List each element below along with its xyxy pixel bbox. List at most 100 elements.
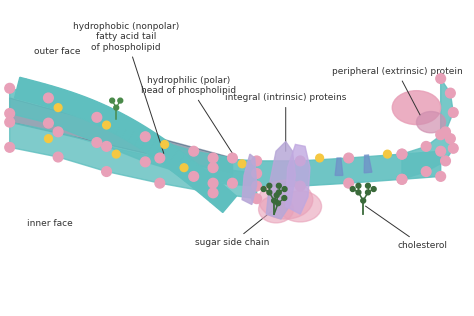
Circle shape (316, 154, 323, 162)
Circle shape (282, 187, 287, 191)
Polygon shape (9, 88, 232, 183)
Polygon shape (166, 149, 185, 171)
Circle shape (252, 156, 262, 166)
Circle shape (140, 157, 150, 167)
Circle shape (276, 190, 281, 195)
Ellipse shape (259, 196, 293, 223)
Circle shape (208, 178, 218, 188)
Circle shape (92, 112, 102, 122)
Polygon shape (154, 140, 172, 162)
Circle shape (110, 98, 115, 103)
Circle shape (421, 167, 431, 176)
Circle shape (155, 153, 164, 163)
Polygon shape (9, 98, 232, 173)
Polygon shape (9, 122, 256, 199)
Polygon shape (179, 160, 198, 181)
Polygon shape (286, 144, 310, 214)
Text: hydrophilic (polar)
head of phospholipid: hydrophilic (polar) head of phospholipid (141, 76, 237, 159)
Circle shape (350, 187, 355, 191)
Ellipse shape (259, 180, 313, 219)
Polygon shape (364, 155, 372, 173)
Circle shape (261, 187, 266, 191)
Polygon shape (46, 86, 58, 108)
Circle shape (45, 135, 52, 143)
Polygon shape (204, 180, 224, 202)
Circle shape (421, 142, 431, 151)
Circle shape (446, 88, 455, 98)
Polygon shape (59, 90, 72, 112)
Polygon shape (90, 102, 105, 125)
Circle shape (180, 164, 188, 172)
Polygon shape (103, 109, 118, 131)
Circle shape (383, 150, 392, 158)
Circle shape (356, 183, 361, 188)
Polygon shape (21, 79, 33, 101)
Circle shape (5, 117, 15, 127)
Circle shape (102, 167, 111, 176)
Circle shape (436, 172, 446, 181)
Circle shape (252, 181, 262, 191)
Text: sugar side chain: sugar side chain (195, 211, 272, 247)
Circle shape (102, 142, 111, 151)
Polygon shape (71, 94, 85, 117)
Polygon shape (116, 115, 132, 137)
Circle shape (228, 178, 237, 188)
Circle shape (436, 146, 446, 156)
Circle shape (344, 153, 354, 163)
Polygon shape (213, 151, 441, 186)
Polygon shape (266, 142, 295, 219)
Circle shape (228, 153, 237, 163)
Polygon shape (172, 155, 191, 176)
Circle shape (53, 127, 63, 137)
Polygon shape (53, 88, 65, 110)
Circle shape (276, 183, 281, 188)
Circle shape (276, 201, 281, 206)
Circle shape (114, 105, 118, 110)
Polygon shape (147, 136, 165, 158)
Circle shape (92, 138, 102, 147)
Circle shape (441, 127, 450, 137)
Circle shape (189, 172, 199, 181)
Circle shape (252, 194, 262, 204)
Circle shape (252, 169, 262, 178)
Circle shape (272, 198, 276, 203)
Circle shape (54, 104, 62, 112)
Circle shape (356, 190, 361, 195)
Circle shape (44, 118, 53, 128)
Circle shape (208, 163, 218, 173)
Polygon shape (122, 119, 138, 141)
Circle shape (441, 156, 450, 166)
Polygon shape (160, 145, 178, 167)
Circle shape (112, 150, 120, 158)
Polygon shape (15, 77, 26, 100)
Polygon shape (217, 191, 237, 212)
Circle shape (118, 98, 123, 103)
Circle shape (208, 153, 218, 163)
Polygon shape (78, 97, 91, 119)
Polygon shape (27, 81, 39, 103)
Circle shape (5, 83, 15, 93)
Circle shape (448, 143, 458, 153)
Circle shape (397, 174, 407, 184)
Circle shape (274, 193, 279, 198)
Polygon shape (135, 127, 152, 149)
Text: integral (intrinsic) proteins: integral (intrinsic) proteins (225, 93, 346, 151)
Polygon shape (84, 100, 98, 122)
Circle shape (446, 134, 455, 143)
Circle shape (161, 141, 169, 148)
Circle shape (5, 143, 15, 152)
Polygon shape (34, 82, 46, 105)
Polygon shape (242, 154, 256, 204)
Polygon shape (141, 131, 159, 153)
Circle shape (44, 93, 53, 103)
Ellipse shape (417, 112, 446, 133)
Text: cholesterol: cholesterol (365, 206, 447, 250)
Polygon shape (97, 106, 112, 128)
Circle shape (344, 178, 354, 188)
Circle shape (267, 190, 272, 195)
Ellipse shape (392, 91, 441, 125)
Circle shape (436, 130, 446, 140)
Circle shape (5, 109, 15, 118)
Text: outer face: outer face (34, 47, 81, 56)
Polygon shape (198, 175, 218, 197)
